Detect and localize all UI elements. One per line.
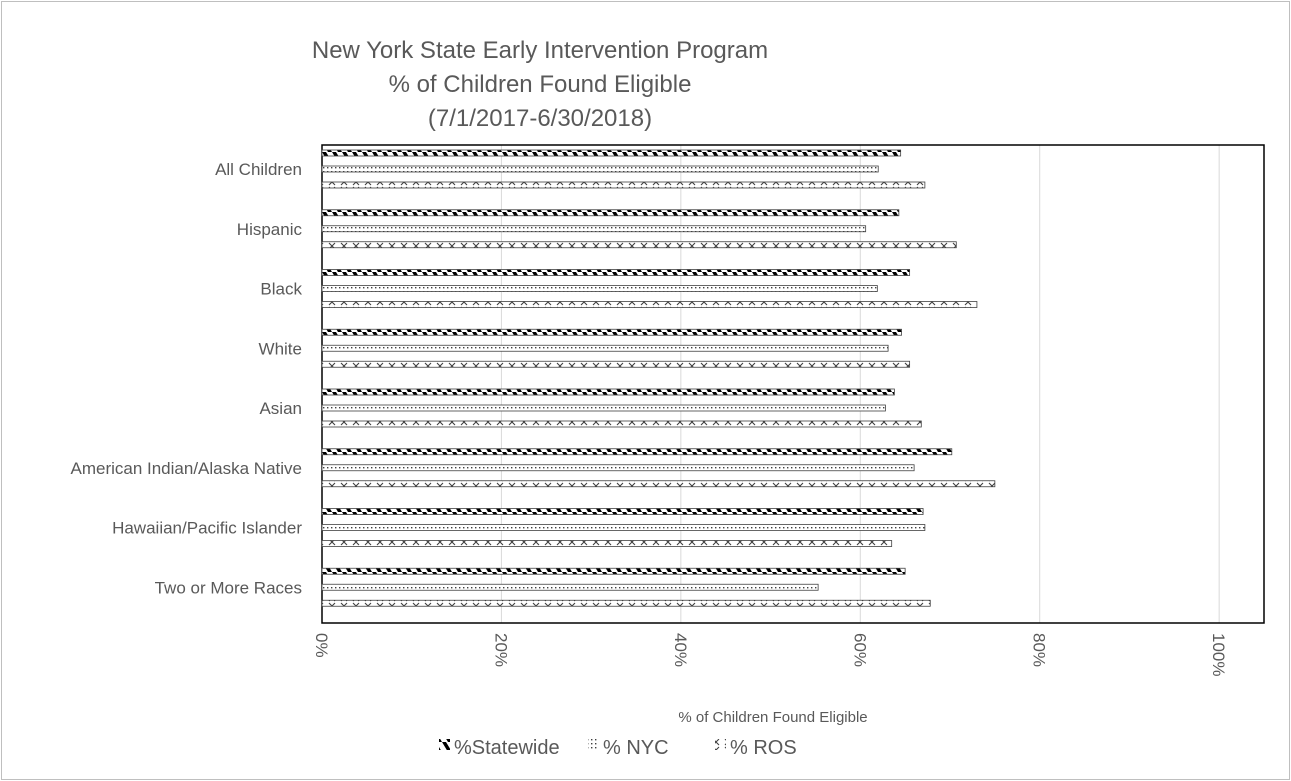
bar-nyc (321, 583, 819, 591)
bar-nyc (321, 165, 879, 173)
category-label: All Children (215, 160, 302, 179)
legend-label: %Statewide (454, 737, 560, 759)
bar-statewide (321, 508, 924, 515)
legend-swatch (715, 739, 726, 750)
bar-statewide (321, 448, 953, 456)
bar-ros (321, 241, 957, 249)
bar-statewide (321, 328, 902, 336)
bar-statewide (321, 567, 906, 575)
title-line-3: (7/1/2017-6/30/2018) (428, 105, 652, 132)
gridlines (500, 145, 1220, 623)
category-labels: All Children Hispanic Black White Asian Ameri… (70, 160, 302, 597)
x-axis-title: % of Children Found Eligible (678, 709, 867, 726)
bar-statewide (321, 388, 895, 396)
x-tick-label: 80% (1030, 633, 1049, 667)
category-label: American Indian/Alaska Native (70, 459, 302, 478)
x-tick-label: 100% (1209, 633, 1228, 676)
legend-label: % NYC (603, 737, 669, 759)
x-tick-label: 40% (671, 633, 690, 667)
x-tick-labels: 0% 20% 40% 60% 80% 100% (312, 633, 1228, 676)
bars (321, 149, 996, 607)
bar-ros (321, 540, 893, 547)
legend: %Statewide % NYC % ROS (439, 737, 797, 759)
bar-nyc (321, 524, 926, 531)
bar-nyc (321, 344, 889, 352)
bar-statewide (321, 269, 911, 276)
plot-area-border (321, 144, 1265, 624)
category-label: Two or More Races (155, 578, 302, 597)
title-line-2: % of Children Found Eligible (389, 71, 692, 98)
category-label: Black (260, 280, 302, 299)
legend-swatch (439, 739, 450, 750)
chart-title: New York State Early Intervention Progra… (312, 37, 768, 132)
bar-statewide (321, 209, 900, 217)
category-label: Asian (259, 399, 302, 418)
x-tick-label: 20% (491, 633, 510, 667)
bar-nyc (321, 285, 878, 292)
legend-label: % ROS (730, 737, 797, 759)
bar-ros (321, 599, 931, 607)
category-label: Hispanic (237, 220, 303, 239)
legend-swatch (588, 739, 599, 750)
title-line-1: New York State Early Intervention Progra… (312, 37, 768, 64)
bar-nyc (321, 464, 915, 472)
bar-statewide (321, 149, 902, 157)
category-label: Hawaiian/Pacific Islander (112, 519, 302, 538)
x-tick-label: 0% (312, 633, 331, 658)
bar-nyc (321, 225, 867, 233)
bar-ros (321, 480, 996, 488)
bar-ros (321, 301, 978, 308)
category-label: White (259, 339, 302, 358)
bar-ros (321, 420, 922, 428)
x-tick-label: 60% (850, 633, 869, 667)
bar-ros (321, 360, 911, 368)
bar-ros (321, 181, 926, 189)
bar-nyc (321, 404, 886, 412)
